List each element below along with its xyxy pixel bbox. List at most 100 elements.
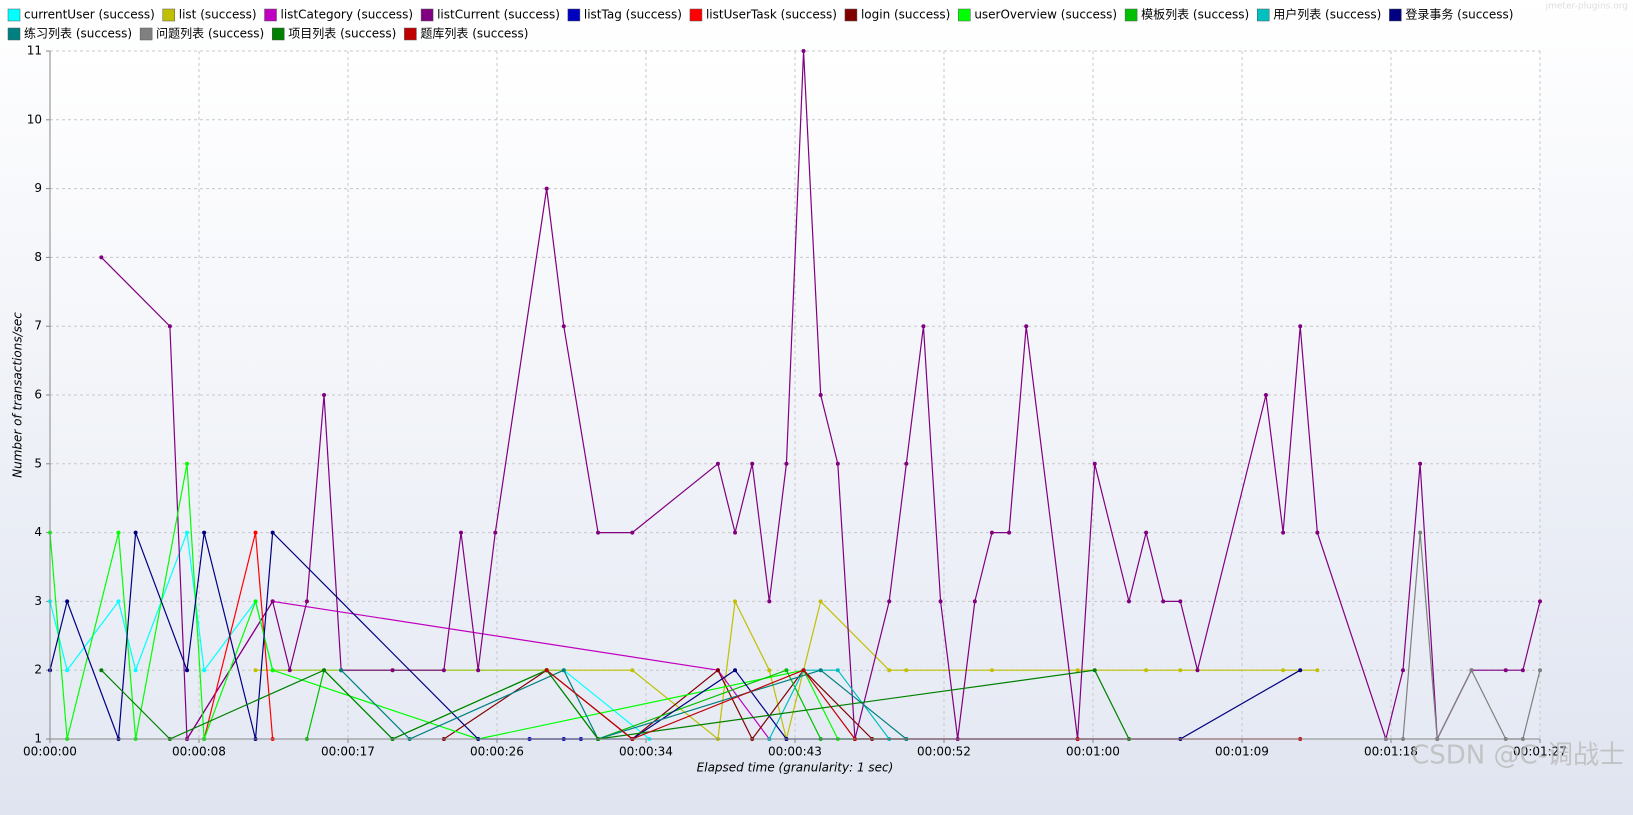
data-point — [904, 668, 909, 673]
y-tick-label: 8 — [34, 250, 42, 264]
data-point — [1281, 668, 1286, 673]
data-point — [715, 461, 720, 466]
legend-item: 题库列表 (success) — [404, 26, 529, 41]
data-point — [1520, 668, 1525, 673]
x-tick-label: 00:00:43 — [768, 745, 822, 759]
legend-label: list (success) — [179, 8, 257, 22]
data-point — [561, 668, 566, 673]
data-point — [989, 668, 994, 673]
y-tick-label: 2 — [34, 663, 42, 677]
legend-label: 练习列表 (success) — [24, 26, 132, 41]
data-point — [887, 599, 892, 604]
data-point — [270, 668, 275, 673]
x-tick-label: 00:00:00 — [23, 745, 77, 759]
data-point — [733, 530, 738, 535]
data-point — [938, 599, 943, 604]
data-point — [133, 530, 138, 535]
data-point — [185, 461, 190, 466]
data-point — [390, 668, 395, 673]
data-point — [1503, 668, 1508, 673]
legend-swatch — [404, 27, 417, 41]
legend-item: currentUser (success) — [7, 8, 155, 22]
data-point — [253, 530, 258, 535]
legend-item: listCurrent (success) — [420, 8, 560, 22]
legend-swatch — [139, 27, 153, 41]
legend-label: login (success) — [861, 8, 950, 22]
data-point — [561, 324, 566, 329]
data-point — [1298, 668, 1303, 673]
data-point — [596, 530, 601, 535]
data-point — [1126, 599, 1131, 604]
data-point — [99, 668, 104, 673]
legend-label: 登录事务 (success) — [1405, 7, 1513, 22]
data-point — [116, 530, 121, 535]
y-tick-label: 5 — [34, 456, 42, 470]
data-point — [1178, 599, 1183, 604]
data-point — [733, 599, 738, 604]
data-point — [767, 668, 772, 673]
legend-item: 练习列表 (success) — [7, 26, 132, 41]
legend-item: listCategory (success) — [264, 8, 414, 22]
data-point — [65, 599, 70, 604]
legend-swatch — [272, 27, 285, 41]
data-point — [544, 668, 549, 673]
series-line — [100, 669, 1130, 740]
data-point — [1538, 599, 1542, 604]
legend-label: 题库列表 (success) — [420, 26, 528, 41]
data-point — [322, 668, 327, 673]
x-tick-label: 00:01:27 — [1513, 745, 1567, 759]
data-point — [167, 324, 172, 329]
data-point — [835, 461, 840, 466]
legend-label: currentUser (success) — [24, 8, 155, 22]
legend-item: login (success) — [844, 8, 950, 22]
data-point — [1281, 530, 1286, 535]
data-point — [185, 668, 190, 673]
data-point — [1144, 668, 1149, 673]
data-point — [1418, 530, 1423, 535]
x-tick-label: 00:00:26 — [470, 745, 524, 759]
data-point — [835, 668, 840, 673]
series-line — [49, 531, 1301, 740]
data-point — [904, 461, 909, 466]
data-point — [1161, 599, 1166, 604]
data-point — [322, 393, 327, 397]
legend-swatch — [420, 8, 434, 22]
data-point — [1469, 668, 1474, 673]
x-axis-label: Elapsed time (granularity: 1 sec) — [697, 761, 894, 775]
data-point — [630, 530, 635, 535]
legend-label: 问题列表 (success) — [156, 27, 264, 41]
data-point — [270, 599, 275, 604]
data-point — [441, 668, 446, 673]
legend-swatch — [7, 8, 21, 22]
data-point — [1024, 324, 1029, 329]
data-point — [133, 668, 138, 673]
data-point — [1400, 668, 1405, 673]
data-point — [65, 668, 70, 673]
legend-swatch — [264, 8, 277, 22]
y-tick-label: 4 — [34, 525, 42, 539]
legend-swatch — [958, 8, 971, 22]
legend-swatch — [1389, 8, 1402, 22]
legend-swatch — [567, 8, 581, 22]
data-point — [750, 461, 755, 466]
legend-swatch — [1124, 8, 1138, 22]
legend-swatch — [162, 8, 176, 22]
legend-item: userOverview (success) — [958, 8, 1117, 22]
data-point — [784, 461, 789, 466]
legend-label: 用户列表 (success) — [1273, 7, 1381, 22]
y-tick-label: 1 — [34, 732, 42, 746]
legend-item: 用户列表 (success) — [1256, 7, 1381, 22]
data-point — [1092, 668, 1097, 673]
data-point — [972, 599, 977, 604]
data-point — [459, 530, 464, 535]
data-point — [1195, 668, 1200, 673]
data-point — [1315, 668, 1320, 673]
data-point — [818, 393, 823, 397]
data-point — [1092, 461, 1097, 466]
data-point — [116, 599, 121, 604]
data-point — [1007, 530, 1012, 535]
legend-label: listCategory (success) — [281, 8, 414, 22]
watermark: CSDN @C-调战士 — [1411, 741, 1625, 771]
data-point — [715, 668, 720, 673]
data-point — [287, 668, 292, 673]
